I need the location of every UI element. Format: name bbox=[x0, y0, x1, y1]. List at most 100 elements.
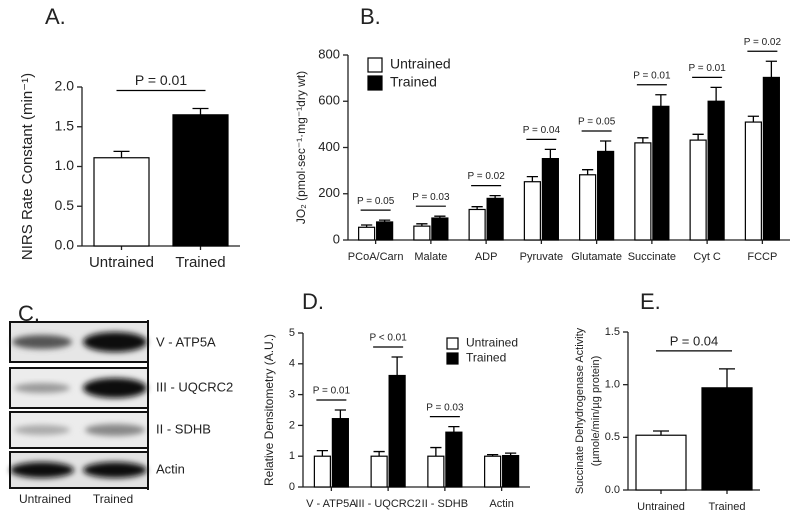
legend-label: Untrained bbox=[390, 56, 451, 72]
bar bbox=[93, 157, 150, 247]
bar bbox=[502, 454, 520, 488]
x-tick-label: Actin bbox=[489, 498, 513, 510]
error-bar bbox=[316, 450, 328, 457]
y-tick-label: 0.0 bbox=[55, 237, 75, 253]
y-axis-label: Succinate Dehydrogenase Activity bbox=[574, 327, 586, 494]
panel-label: B. bbox=[360, 4, 381, 29]
x-tick-label: Trained bbox=[709, 501, 746, 513]
blot bbox=[9, 320, 149, 490]
band bbox=[85, 424, 145, 436]
bar bbox=[313, 455, 331, 488]
bar bbox=[689, 139, 707, 241]
band bbox=[14, 425, 70, 435]
bar bbox=[579, 174, 597, 241]
legend-swatch bbox=[446, 337, 459, 350]
error-bar bbox=[430, 446, 442, 457]
x-tick-label: V - ATP5A bbox=[306, 498, 357, 510]
error-bar bbox=[487, 454, 499, 457]
band bbox=[14, 383, 70, 393]
error-bar bbox=[416, 223, 428, 227]
bar bbox=[762, 76, 780, 241]
x-tick-label: ADP bbox=[475, 251, 498, 263]
error-bar bbox=[113, 150, 130, 158]
band bbox=[83, 378, 147, 398]
bar bbox=[445, 431, 463, 488]
bar bbox=[468, 208, 486, 241]
error-bar bbox=[489, 194, 501, 199]
band bbox=[12, 335, 72, 349]
bar bbox=[370, 455, 388, 488]
error-bar bbox=[710, 86, 722, 102]
y-tick-label: 1.5 bbox=[605, 326, 620, 338]
x-tick-label: Trained bbox=[175, 254, 225, 271]
significance-label: P = 0.04 bbox=[523, 125, 561, 136]
bar bbox=[172, 114, 229, 247]
panel-label: D. bbox=[302, 289, 324, 314]
legend-swatch bbox=[367, 57, 383, 73]
y-axis-label: (µmole/min/µg protein) bbox=[590, 356, 602, 467]
y-tick-label: 1 bbox=[289, 450, 295, 462]
blot-row-label: V - ATP5A bbox=[156, 334, 216, 349]
significance-label: P = 0.01 bbox=[135, 72, 188, 88]
bar bbox=[634, 142, 652, 241]
bar bbox=[744, 121, 762, 241]
x-tick-label: Pyruvate bbox=[520, 251, 563, 263]
y-tick-label: 5 bbox=[289, 327, 295, 339]
y-tick-label: 0.5 bbox=[605, 431, 620, 443]
error-bar bbox=[692, 133, 704, 141]
significance-label: P = 0.05 bbox=[578, 117, 616, 128]
blot-column-label: Untrained bbox=[19, 492, 71, 506]
y-tick-label: 600 bbox=[318, 93, 340, 108]
y-axis-label: NIRS Rate Constant (min⁻¹) bbox=[19, 73, 36, 260]
blot-row-label: III - UQCRC2 bbox=[156, 379, 233, 394]
significance-label: P = 0.03 bbox=[412, 192, 450, 203]
significance-label: P < 0.01 bbox=[369, 333, 407, 344]
error-bar bbox=[582, 169, 594, 175]
y-tick-label: 800 bbox=[318, 46, 340, 61]
significance-label: P = 0.02 bbox=[467, 171, 505, 182]
significance-label: P = 0.02 bbox=[744, 37, 782, 48]
error-bar bbox=[747, 115, 759, 123]
y-tick-label: 200 bbox=[318, 185, 340, 200]
significance-label: P = 0.01 bbox=[633, 70, 671, 81]
error-bar bbox=[192, 107, 209, 115]
x-tick-label: Untrained bbox=[637, 501, 685, 513]
significance-label: P = 0.03 bbox=[426, 402, 464, 413]
legend-label: Untrained bbox=[466, 336, 518, 350]
panel-label: E. bbox=[640, 289, 661, 314]
error-bar bbox=[334, 409, 346, 419]
error-bar bbox=[471, 206, 483, 210]
y-tick-label: 1.0 bbox=[605, 379, 620, 391]
bar bbox=[413, 225, 431, 241]
x-tick-label: PCoA/Carn bbox=[348, 251, 404, 263]
error-bar bbox=[653, 430, 669, 436]
band bbox=[83, 332, 147, 352]
y-tick-label: 0.0 bbox=[605, 484, 620, 496]
blot-row-label: Actin bbox=[156, 461, 185, 476]
error-bar bbox=[434, 215, 446, 219]
band bbox=[83, 462, 147, 478]
error-bar bbox=[719, 368, 735, 388]
y-tick-label: 3 bbox=[289, 389, 295, 401]
error-bar bbox=[391, 356, 403, 376]
bar bbox=[523, 181, 541, 241]
legend-label: Trained bbox=[390, 74, 437, 90]
bar bbox=[358, 226, 376, 241]
bar bbox=[388, 374, 406, 488]
x-tick-label: Untrained bbox=[89, 254, 154, 271]
bar bbox=[541, 158, 559, 241]
error-bar bbox=[379, 219, 391, 222]
bar bbox=[635, 434, 687, 491]
bar bbox=[331, 418, 349, 488]
blot-row-label: II - SDHB bbox=[156, 421, 211, 436]
bar bbox=[707, 100, 725, 241]
error-bar bbox=[448, 425, 460, 433]
error-bar bbox=[505, 452, 517, 456]
panel-label: A. bbox=[45, 4, 66, 29]
legend-swatch bbox=[367, 75, 383, 91]
y-tick-label: 1.0 bbox=[55, 157, 75, 173]
y-tick-label: 0 bbox=[333, 231, 340, 246]
band bbox=[10, 462, 74, 478]
bar bbox=[486, 197, 504, 241]
